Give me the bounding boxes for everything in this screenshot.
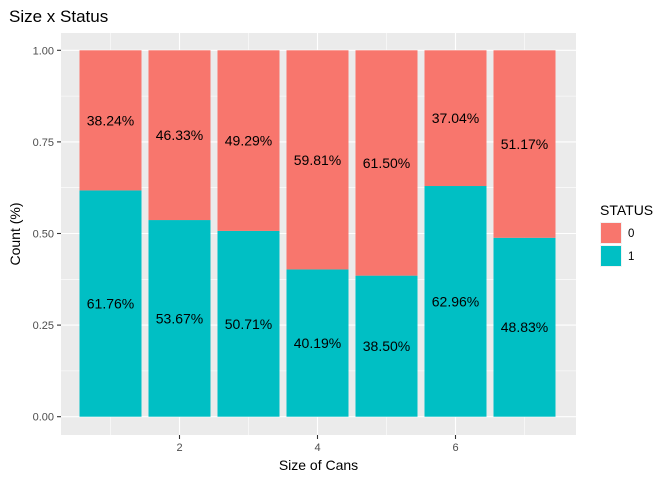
y-axis: 0.00 0.25 0.50 0.75 1.00 <box>33 45 61 424</box>
data-label-status-0: 46.33% <box>156 127 203 143</box>
legend-key-0 <box>601 223 621 243</box>
bar-status-1 <box>493 237 556 417</box>
bar-status-1 <box>286 269 349 417</box>
y-tick-label: 0.50 <box>33 229 54 241</box>
legend-title: STATUS <box>600 202 653 218</box>
bars <box>79 50 556 417</box>
data-label-status-0: 59.81% <box>294 152 341 168</box>
data-label-status-0: 49.29% <box>225 133 272 149</box>
data-label-status-1: 50.71% <box>225 316 272 332</box>
bar-status-1 <box>148 220 211 417</box>
legend-label-1: 1 <box>628 251 634 263</box>
x-tick-label: 4 <box>314 442 320 454</box>
chart-title: Size x Status <box>9 7 108 26</box>
bar-status-1 <box>217 230 280 417</box>
data-labels: 61.76% 38.24% 53.67% 46.33% 50.71% 49.29% 40.1… <box>87 110 548 354</box>
y-axis-title: Count (%) <box>7 202 23 265</box>
bar-status-0 <box>424 50 487 187</box>
legend: STATUS 0 1 <box>600 202 653 267</box>
y-tick-label: 0.00 <box>33 412 54 424</box>
data-label-status-1: 61.76% <box>87 296 134 312</box>
data-label-status-1: 40.19% <box>294 335 341 351</box>
x-tick-label: 2 <box>176 442 182 454</box>
data-label-status-0: 38.24% <box>87 112 134 128</box>
x-tick-label: 6 <box>452 442 458 454</box>
data-label-status-1: 48.83% <box>501 319 548 335</box>
x-axis-title: Size of Cans <box>279 457 358 473</box>
bar-status-1 <box>424 186 487 417</box>
bar-status-0 <box>493 50 556 238</box>
data-label-status-0: 51.17% <box>501 136 548 152</box>
bar-status-1 <box>79 190 142 417</box>
legend-key-1 <box>601 246 621 266</box>
data-label-status-0: 37.04% <box>432 110 479 126</box>
y-tick-label: 1.00 <box>33 45 54 57</box>
data-label-status-0: 61.50% <box>363 155 410 171</box>
bar-status-0 <box>217 50 280 231</box>
y-tick-label: 0.25 <box>33 320 54 332</box>
bar-status-0 <box>148 50 211 221</box>
legend-label-0: 0 <box>628 228 634 240</box>
y-tick-label: 0.75 <box>33 137 54 149</box>
data-label-status-1: 62.96% <box>432 293 479 309</box>
data-label-status-1: 38.50% <box>363 338 410 354</box>
bar-status-0 <box>79 50 142 191</box>
bar-status-1 <box>355 275 418 417</box>
data-label-status-1: 53.67% <box>156 310 203 326</box>
bar-status-0 <box>355 50 418 276</box>
x-axis: 2 4 6 <box>176 435 459 454</box>
bar-status-0 <box>286 50 349 270</box>
